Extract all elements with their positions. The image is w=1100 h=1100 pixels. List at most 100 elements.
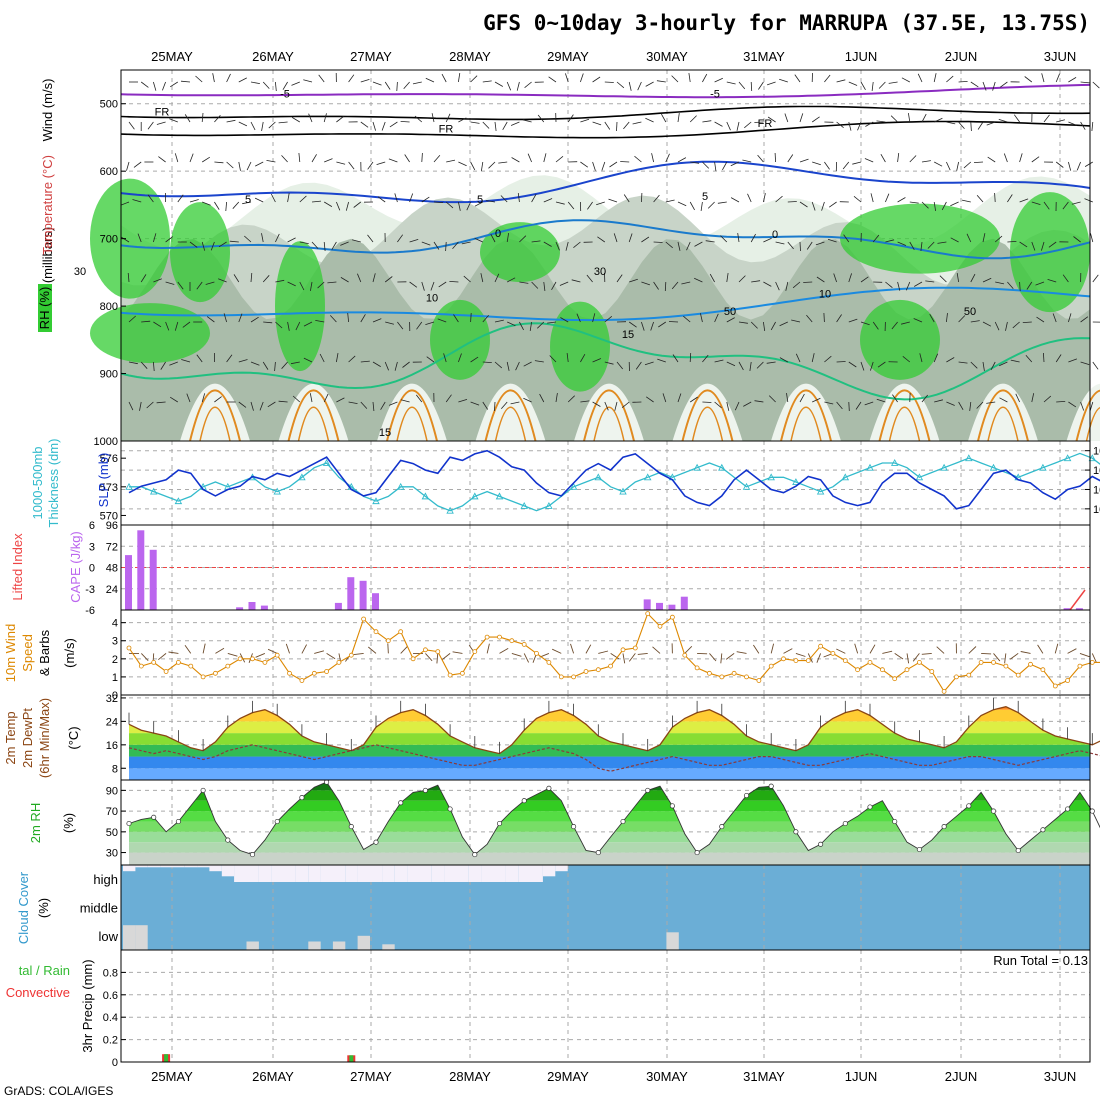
panel-content bbox=[121, 530, 1090, 611]
li-line bbox=[1069, 589, 1086, 611]
wind-barb bbox=[580, 354, 586, 363]
wind-barb bbox=[1062, 274, 1069, 283]
wind-barb bbox=[555, 201, 565, 205]
wind-barb bbox=[795, 353, 801, 363]
thickness-point bbox=[446, 506, 454, 514]
wind-barb bbox=[686, 241, 691, 251]
temp-contour-25 bbox=[199, 406, 231, 442]
wind-barb bbox=[348, 161, 355, 170]
wind-barb bbox=[909, 241, 915, 250]
wind-barb bbox=[516, 81, 520, 91]
wind-barb bbox=[336, 201, 341, 211]
wind-barb bbox=[261, 121, 264, 131]
wind10-point bbox=[534, 651, 539, 656]
wind-barb bbox=[958, 81, 968, 83]
wind-barb bbox=[474, 201, 483, 207]
wind-barb bbox=[156, 401, 166, 404]
wind-barb bbox=[531, 240, 541, 243]
wind-barb bbox=[421, 152, 423, 163]
wind-barb bbox=[480, 273, 484, 283]
wind-barb bbox=[950, 201, 959, 207]
wind-barb bbox=[665, 153, 670, 163]
wind-barb bbox=[1080, 81, 1090, 84]
wind10-barb bbox=[452, 651, 463, 654]
top-date-label: 27MAY bbox=[350, 49, 392, 64]
temp-contour-20 bbox=[1075, 389, 1100, 442]
wind-barb bbox=[153, 278, 162, 283]
wind-barb bbox=[531, 194, 537, 203]
wind-barb bbox=[543, 153, 547, 163]
temp-contour-25 bbox=[593, 406, 625, 442]
wind-barb bbox=[244, 235, 252, 243]
wind-barb bbox=[299, 195, 307, 203]
wind-barb bbox=[656, 80, 666, 83]
wind-barb bbox=[360, 401, 368, 409]
wind10-barb bbox=[523, 653, 530, 663]
wind10-barb bbox=[709, 653, 717, 662]
wind-barb bbox=[353, 201, 362, 208]
rh-band bbox=[129, 852, 1090, 865]
wind-barb bbox=[560, 317, 569, 323]
wind-barb bbox=[482, 314, 490, 323]
wind-barb bbox=[580, 73, 584, 83]
li-tick-label: -6 bbox=[85, 605, 95, 617]
cape-bar bbox=[149, 549, 157, 610]
wind-barb bbox=[120, 201, 130, 206]
rh-band bbox=[129, 782, 1090, 791]
run-total: Run Total = 0.13 bbox=[993, 953, 1088, 968]
wind-barb bbox=[799, 201, 808, 208]
wind-barb bbox=[1031, 156, 1040, 163]
wind-barb bbox=[982, 361, 985, 371]
wind-barb bbox=[372, 81, 382, 86]
wind-barb bbox=[1080, 401, 1085, 411]
wind-barb bbox=[1041, 73, 1045, 83]
wind-barb bbox=[246, 161, 252, 171]
wind-barb bbox=[458, 117, 467, 123]
wind-barb bbox=[872, 234, 880, 243]
wind-barb bbox=[206, 316, 215, 323]
wind10-point bbox=[410, 656, 416, 662]
wind10-barb bbox=[314, 650, 325, 654]
wind-barb bbox=[958, 315, 966, 323]
thickness-point bbox=[792, 478, 800, 485]
wind-barb bbox=[726, 361, 736, 367]
li-label: Lifted Index bbox=[10, 533, 25, 601]
bottom-date-label: 26MAY bbox=[252, 1069, 294, 1084]
thickness-point bbox=[643, 473, 652, 481]
wind-barb bbox=[182, 321, 191, 328]
panel-content bbox=[125, 449, 1100, 514]
thickness-point bbox=[742, 482, 751, 490]
contour-label: 0 bbox=[772, 229, 778, 241]
temp2m-units: (°C) bbox=[66, 726, 81, 749]
wind-barb bbox=[958, 361, 968, 364]
wind-barb bbox=[336, 397, 345, 403]
wind-barb bbox=[730, 161, 740, 167]
y-tick-label: 1014 bbox=[1093, 504, 1100, 516]
thickness-point bbox=[915, 473, 924, 481]
wind-barb bbox=[592, 121, 602, 126]
wind-barb bbox=[291, 81, 300, 86]
wind10-barb bbox=[227, 652, 238, 657]
wind10-point bbox=[163, 669, 169, 674]
wind-barb bbox=[1055, 73, 1060, 83]
wind-barb bbox=[290, 361, 300, 365]
y-tick-label: 0.4 bbox=[103, 1012, 118, 1024]
wind10-point bbox=[151, 660, 157, 665]
rh-point bbox=[151, 814, 157, 820]
wind10-barb bbox=[869, 644, 876, 654]
wind10-barb bbox=[436, 653, 439, 664]
wind-barb bbox=[323, 393, 329, 403]
wind-barb bbox=[482, 80, 492, 83]
wind10-barb bbox=[215, 647, 225, 654]
thickness-point bbox=[421, 492, 430, 500]
wind-barb bbox=[616, 121, 618, 132]
wind-barb bbox=[1080, 316, 1089, 323]
rh-point bbox=[743, 792, 750, 799]
wind-barb bbox=[543, 281, 546, 291]
cloud-row-label-low: low bbox=[98, 929, 118, 944]
rh-point bbox=[1015, 847, 1021, 854]
wind-barb bbox=[958, 121, 965, 130]
wind-barb bbox=[404, 154, 410, 163]
wind10-barb bbox=[499, 648, 509, 654]
